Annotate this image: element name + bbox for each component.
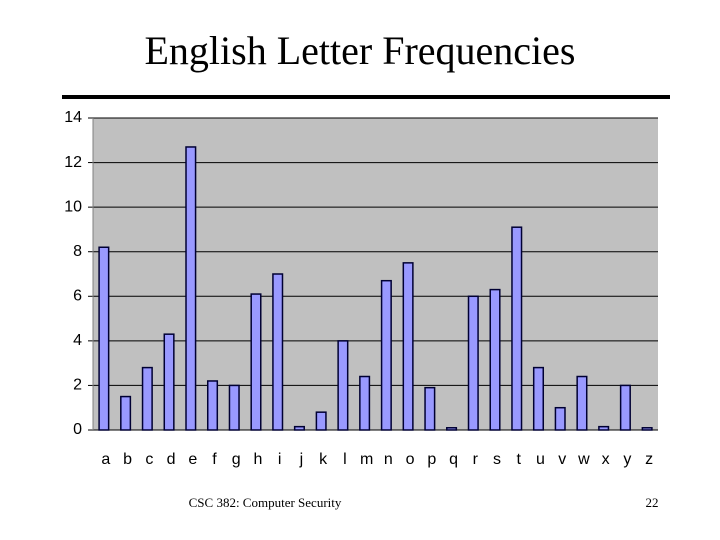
chart-title: English Letter Frequencies xyxy=(145,28,576,73)
bar xyxy=(185,146,197,431)
bar xyxy=(489,288,501,431)
y-tick-label: 8 xyxy=(73,243,82,260)
x-tick-label: d xyxy=(167,451,176,468)
x-tick-label: v xyxy=(558,451,566,468)
bar xyxy=(532,366,545,431)
bar xyxy=(293,425,305,431)
plot-area xyxy=(93,118,658,430)
x-tick-label: k xyxy=(319,451,328,468)
bar xyxy=(619,384,631,431)
footer-page: 22 xyxy=(646,495,659,510)
y-tick-label: 6 xyxy=(73,288,82,305)
x-tick-label: a xyxy=(101,451,110,468)
bar xyxy=(206,380,219,431)
bar xyxy=(467,295,479,431)
y-tick-label: 10 xyxy=(64,198,82,215)
x-tick-label: t xyxy=(517,451,522,468)
bar xyxy=(359,375,371,431)
x-tick-label: w xyxy=(577,451,590,468)
x-tick-label: m xyxy=(360,451,373,468)
x-tick-label: f xyxy=(212,451,217,468)
x-tick-label: p xyxy=(427,451,436,468)
bar xyxy=(228,384,240,431)
bar xyxy=(120,395,132,431)
bar xyxy=(250,293,262,431)
x-tick-label: u xyxy=(536,451,545,468)
y-tick-label: 14 xyxy=(64,109,82,126)
bar xyxy=(98,246,110,431)
x-tick-label: o xyxy=(406,451,415,468)
x-tick-label: l xyxy=(343,451,347,468)
x-tick-label: r xyxy=(473,451,479,468)
x-tick-label: h xyxy=(254,451,263,468)
x-tick-label: n xyxy=(384,451,393,468)
x-tick-label: c xyxy=(145,451,153,468)
bar xyxy=(576,375,588,431)
x-tick-label: q xyxy=(449,451,458,468)
bar xyxy=(315,411,327,431)
x-tick-label: x xyxy=(602,451,610,468)
x-tick-label: b xyxy=(123,451,132,468)
bar xyxy=(598,425,610,431)
footer-course: CSC 382: Computer Security xyxy=(189,495,342,510)
x-tick-label: z xyxy=(645,451,653,468)
bar xyxy=(511,226,523,431)
bar xyxy=(272,273,284,431)
x-tick-label: g xyxy=(232,451,241,468)
x-tick-label: j xyxy=(299,451,304,468)
bar xyxy=(446,427,458,431)
bar xyxy=(163,333,175,431)
bar xyxy=(337,340,349,431)
y-tick-label: 0 xyxy=(73,421,82,438)
x-tick-label: s xyxy=(493,451,501,468)
x-tick-label: y xyxy=(623,451,631,468)
x-tick-label: i xyxy=(278,451,282,468)
y-tick-label: 12 xyxy=(64,154,82,171)
bar xyxy=(641,427,653,431)
bar xyxy=(402,262,414,431)
bar xyxy=(141,366,153,431)
y-tick-label: 4 xyxy=(73,332,82,349)
x-tick-label: e xyxy=(188,451,197,468)
y-tick-label: 2 xyxy=(73,377,82,394)
bar xyxy=(424,386,436,431)
bar xyxy=(554,406,566,431)
bar xyxy=(380,279,392,431)
